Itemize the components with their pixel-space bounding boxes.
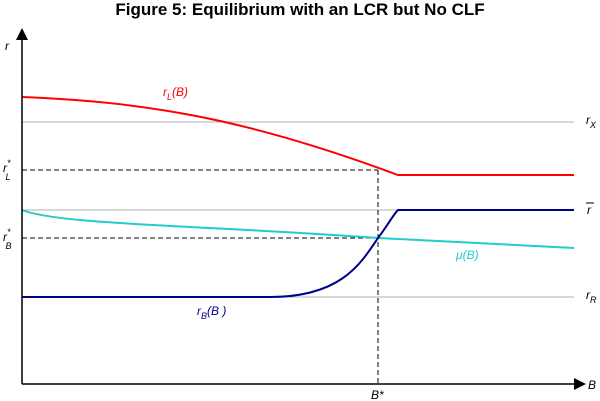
rbar-label: r: [587, 203, 592, 217]
rb-curve: [22, 209, 574, 298]
rl-curve: [21, 96, 574, 176]
rb-curve-label: rB(B ): [197, 304, 226, 321]
rb-star-label: r* B: [3, 227, 12, 251]
x-axis-label: B: [588, 378, 596, 392]
b-star-marker-label: B*: [371, 388, 384, 401]
rl-curve-label: rL(B): [163, 85, 188, 102]
mu-curve: [21, 209, 575, 249]
figure-title: Figure 5: Equilibrium with an LCR but No…: [115, 0, 485, 19]
y-axis-label: r: [5, 39, 10, 53]
mu-curve-label: μ(B): [455, 248, 479, 262]
rr-label: rR: [586, 288, 597, 305]
rl-star-label: r* L: [3, 158, 11, 182]
rx-label: rX: [586, 113, 597, 130]
